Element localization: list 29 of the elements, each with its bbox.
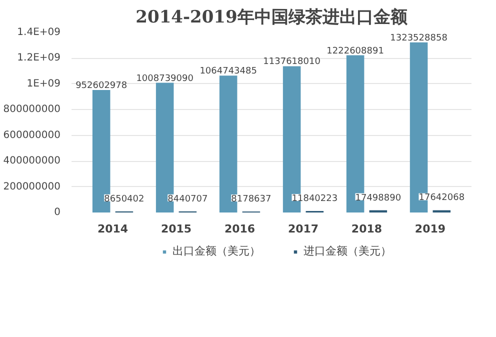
data-label: 952602978: [76, 81, 128, 92]
data-label: 1323528858: [390, 33, 448, 44]
y-tick-label: 1.4E+09: [17, 27, 61, 38]
y-tick-label: 0: [54, 207, 61, 218]
data-label: 8440707: [168, 194, 208, 204]
y-tick-label: 200000000: [3, 181, 61, 192]
legend-label: 出口金额（美元）: [172, 244, 260, 258]
data-label: 1064743485: [200, 66, 257, 77]
data-label: 1222608891: [326, 46, 384, 56]
x-tick-label: 2018: [351, 222, 382, 236]
y-tick-label: 1E+09: [26, 78, 61, 90]
data-label: 17498890: [355, 193, 402, 204]
data-label: 11840223: [292, 194, 338, 204]
y-tick-label: 1.2E+09: [17, 52, 61, 64]
y-tick-label: 600000000: [3, 130, 61, 141]
y-tick-label: 400000000: [3, 156, 61, 167]
x-tick-label: 2017: [288, 222, 319, 236]
legend-label: 进口金额（美元）: [304, 244, 392, 258]
y-tick-label: 800000000: [3, 104, 61, 116]
x-tick-label: 2015: [160, 222, 192, 236]
data-label: 1137618010: [263, 57, 321, 68]
data-label: 8178637: [231, 194, 272, 204]
data-label: 17642068: [418, 193, 465, 204]
data-label: 1008739090: [136, 74, 194, 84]
x-tick-label: 2016: [224, 222, 256, 236]
chart-title: 2014-2019年中国绿茶进出口金额: [136, 8, 408, 28]
data-label: 8650402: [104, 194, 144, 204]
x-tick-label: 2014: [97, 222, 128, 236]
x-tick-label: 2019: [414, 222, 446, 236]
